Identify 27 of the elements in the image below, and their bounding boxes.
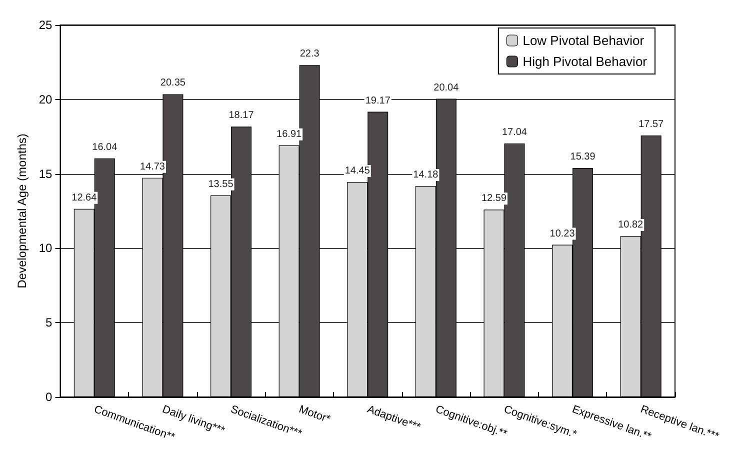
- data-label: 14.18: [413, 170, 439, 180]
- data-label: 16.04: [92, 142, 118, 153]
- legend-label: Low Pivotal Behavior: [522, 33, 645, 48]
- data-label: 20.35: [160, 78, 186, 89]
- data-label: 17.04: [502, 126, 528, 138]
- data-label: 13.55: [208, 178, 234, 190]
- data-label: 22.3: [300, 48, 320, 60]
- data-label: 14.45: [344, 165, 370, 176]
- y-tick-label: 15: [38, 166, 53, 181]
- legend-label: High Pivotal Behavior: [522, 54, 648, 69]
- data-label: 14.73: [140, 161, 166, 172]
- data-label: 17.57: [638, 119, 664, 130]
- data-label: 12.59: [481, 193, 507, 204]
- y-axis-title: Developmental Age (months): [15, 134, 29, 288]
- data-label: 15.39: [570, 151, 596, 162]
- data-label: 20.04: [434, 82, 460, 94]
- data-label: 18.17: [228, 110, 254, 122]
- y-tick-label: 25: [38, 18, 53, 32]
- data-label: 12.64: [72, 192, 98, 204]
- data-label: 19.17: [365, 95, 391, 106]
- y-tick-label: 5: [46, 316, 53, 330]
- y-tick-label: 10: [38, 241, 53, 256]
- data-label: 16.91: [276, 128, 302, 140]
- data-label: 10.82: [618, 220, 644, 230]
- y-tick-label: 0: [46, 390, 53, 404]
- data-label: 10.23: [550, 228, 576, 240]
- y-tick-label: 20: [38, 92, 53, 106]
